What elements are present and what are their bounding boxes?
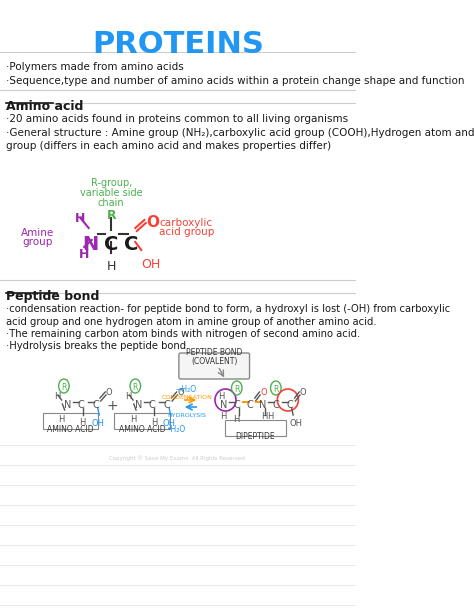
Text: H: H [126,392,132,401]
Text: C: C [92,400,99,410]
Text: HYDROLYSIS: HYDROLYSIS [168,413,207,418]
Text: C: C [233,400,240,410]
Text: C: C [77,400,84,410]
Text: ·Hydrolysis breaks the peptide bond: ·Hydrolysis breaks the peptide bond [6,341,186,351]
Text: PEPTIDE BOND: PEPTIDE BOND [186,348,242,357]
Text: group (differs in each amino acid and makes properties differ): group (differs in each amino acid and ma… [6,141,331,151]
Text: N: N [136,400,143,410]
Text: ·The remaining carbon atom binds with nitrogen of second amino acid.: ·The remaining carbon atom binds with ni… [6,329,360,339]
Text: O: O [261,388,267,397]
Text: ·Sequence,type and number of amino acids within a protein change shape and funct: ·Sequence,type and number of amino acids… [6,76,465,86]
Text: C: C [247,400,254,410]
Text: chain: chain [98,198,125,208]
Text: H: H [54,392,61,401]
Text: CONDENSATION: CONDENSATION [162,395,213,400]
Text: ·Polymers made from amino acids: ·Polymers made from amino acids [6,62,184,72]
Text: variable side: variable side [80,188,143,198]
Text: acid group: acid group [159,227,215,237]
Text: R: R [273,385,279,394]
FancyBboxPatch shape [225,420,286,436]
Text: C: C [124,235,138,254]
FancyBboxPatch shape [43,413,99,429]
Text: H: H [220,412,227,421]
Text: (COVALENT): (COVALENT) [191,357,237,366]
Text: H: H [267,412,273,421]
Text: R-group,: R-group, [91,178,132,188]
Text: H: H [75,212,85,225]
Text: Amino acid: Amino acid [6,100,83,113]
Text: N: N [259,400,266,410]
Text: C: C [273,400,279,410]
Text: ·20 amino acids found in proteins common to all living organisms: ·20 amino acids found in proteins common… [6,114,348,124]
Text: C: C [104,235,118,254]
Text: DIPEPTIDE: DIPEPTIDE [236,432,275,441]
Text: OH: OH [163,419,176,428]
Text: H: H [261,412,267,421]
Text: N: N [64,400,71,410]
Text: →H₂O: →H₂O [175,385,196,394]
Text: ·General structure : Amine group (NH₂),carboxylic acid group (COOH),Hydrogen ato: ·General structure : Amine group (NH₂),c… [6,128,474,138]
Text: Copyright © Save My Exams. All Rights Reserved.: Copyright © Save My Exams. All Rights Re… [109,455,247,461]
Text: O: O [300,388,307,397]
Text: C: C [164,400,170,410]
Text: •H₂O: •H₂O [167,425,186,434]
FancyBboxPatch shape [179,353,249,379]
Text: Amine: Amine [21,228,54,238]
Text: O: O [177,388,184,397]
Text: H: H [107,260,116,273]
Text: C: C [148,400,155,410]
Text: PROTEINS: PROTEINS [92,30,264,59]
Text: Peptide bond: Peptide bond [6,290,100,303]
Text: H: H [151,418,157,427]
Text: H: H [80,418,86,427]
Text: acid group and one hydrogen atom in amine group of another amino acid.: acid group and one hydrogen atom in amin… [6,317,377,327]
Text: group: group [22,237,53,247]
Text: C: C [286,400,293,410]
Text: +: + [107,399,118,413]
Text: OH: OH [290,419,302,428]
Text: R: R [61,383,66,392]
Text: R: R [234,385,239,394]
Text: ·condensation reaction- for peptide bond to form, a hydroxyl is lost (-OH) from : ·condensation reaction- for peptide bond… [6,304,450,314]
Text: H: H [218,392,224,401]
Text: AMINO ACID: AMINO ACID [47,425,94,434]
Text: OH: OH [141,258,161,271]
Text: O: O [146,215,159,230]
Text: N: N [220,400,228,410]
Text: AMINO ACID: AMINO ACID [119,425,165,434]
Text: R: R [133,383,138,392]
Text: carboxylic: carboxylic [159,218,212,228]
Text: H: H [58,415,65,424]
Text: R: R [107,209,116,222]
Text: N: N [82,235,98,254]
Text: H: H [79,248,89,261]
Text: H: H [234,415,240,424]
Text: OH: OH [91,419,104,428]
FancyBboxPatch shape [114,413,170,429]
Text: O: O [106,388,113,397]
Text: H: H [130,415,136,424]
